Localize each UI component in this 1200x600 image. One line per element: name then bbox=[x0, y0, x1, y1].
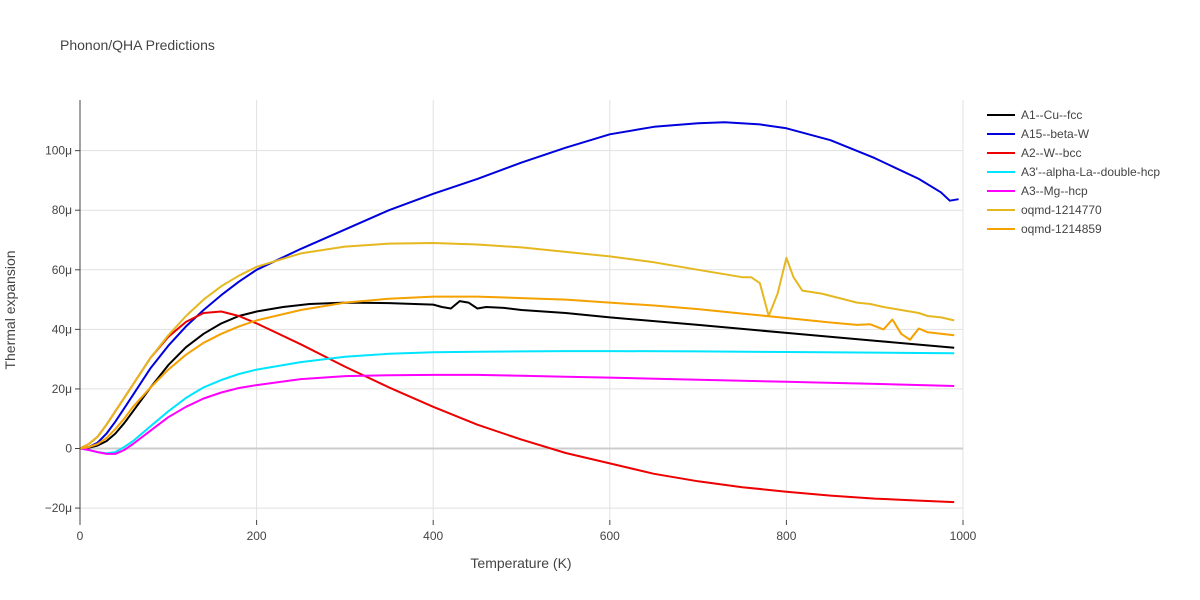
legend-item[interactable]: oqmd-1214859 bbox=[987, 222, 1102, 236]
series-line-6 bbox=[80, 295, 955, 450]
series-line-1 bbox=[80, 121, 959, 450]
legend-item[interactable]: A1--Cu--fcc bbox=[987, 108, 1082, 122]
legend-label: A1--Cu--fcc bbox=[1021, 108, 1082, 122]
x-tick-label: 600 bbox=[600, 529, 620, 543]
y-axis-ticks: −20μ 0 20μ 40μ 60μ 80μ 100μ bbox=[45, 144, 80, 515]
legend-item[interactable]: A3'--alpha-La--double-hcp bbox=[987, 165, 1160, 179]
legend-label: A15--beta-W bbox=[1021, 127, 1090, 141]
legend-label: oqmd-1214859 bbox=[1021, 222, 1102, 236]
series-lines bbox=[80, 121, 959, 504]
legend[interactable]: A1--Cu--fcc A15--beta-W A2--W--bcc A3'--alp… bbox=[987, 108, 1160, 236]
series-line-3 bbox=[80, 350, 955, 455]
x-axis-title: Temperature (K) bbox=[470, 555, 571, 571]
y-tick-label: 0 bbox=[65, 442, 72, 456]
legend-label: A3--Mg--hcp bbox=[1021, 184, 1088, 198]
series-line-4 bbox=[80, 373, 955, 455]
x-axis-ticks: 0 200 400 600 800 1000 bbox=[77, 520, 977, 543]
y-tick-label: −20μ bbox=[45, 501, 72, 515]
y-tick-label: 20μ bbox=[52, 382, 72, 396]
x-tick-label: 400 bbox=[423, 529, 443, 543]
y-tick-label: 100μ bbox=[45, 144, 72, 158]
y-tick-label: 60μ bbox=[52, 263, 72, 277]
legend-item[interactable]: A2--W--bcc bbox=[987, 146, 1081, 160]
x-tick-label: 200 bbox=[247, 529, 267, 543]
legend-label: A2--W--bcc bbox=[1021, 146, 1081, 160]
y-tick-label: 80μ bbox=[52, 203, 72, 217]
y-gridlines bbox=[80, 150, 963, 509]
legend-label: A3'--alpha-La--double-hcp bbox=[1021, 165, 1160, 179]
chart-title: Phonon/QHA Predictions bbox=[60, 37, 215, 53]
x-tick-label: 0 bbox=[77, 529, 84, 543]
legend-item[interactable]: A15--beta-W bbox=[987, 127, 1090, 141]
series-line-5 bbox=[80, 242, 955, 450]
x-tick-label: 800 bbox=[776, 529, 796, 543]
legend-item[interactable]: A3--Mg--hcp bbox=[987, 184, 1088, 198]
y-tick-label: 40μ bbox=[52, 322, 72, 336]
x-tick-label: 1000 bbox=[950, 529, 977, 543]
x-gridlines bbox=[256, 100, 964, 520]
y-axis-title: Thermal expansion bbox=[2, 250, 18, 369]
legend-label: oqmd-1214770 bbox=[1021, 203, 1102, 217]
legend-item[interactable]: oqmd-1214770 bbox=[987, 203, 1102, 217]
